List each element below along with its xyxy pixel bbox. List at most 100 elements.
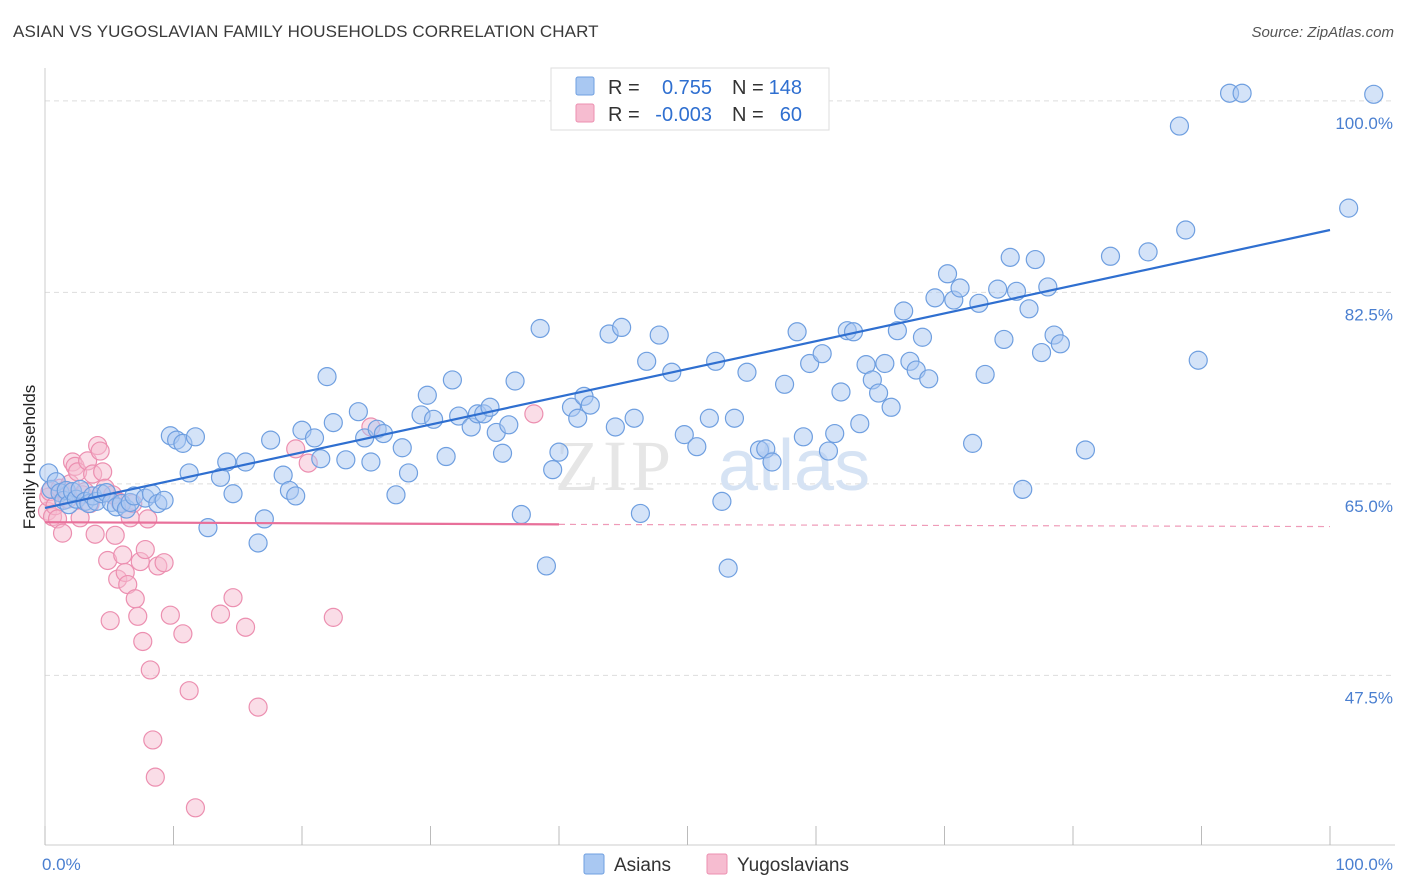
asians-point-74	[549, 442, 569, 462]
asians-point-59	[436, 446, 456, 467]
asians-point-35	[235, 452, 256, 472]
yugoslavians-point-51	[210, 604, 231, 624]
yugoslavians-point-36	[125, 589, 145, 609]
asians-point-81	[612, 317, 632, 338]
yugoslavians-point-7	[52, 523, 73, 543]
asians-point-138	[1075, 440, 1096, 460]
asians-point-72	[536, 556, 557, 576]
asians-point-143	[1188, 350, 1208, 370]
asians-point-85	[649, 325, 669, 345]
y-axis-label: Family Households	[20, 385, 39, 530]
asians-point-43	[304, 428, 325, 448]
asians-point-118	[912, 327, 933, 347]
yugoslavians-point-43	[143, 730, 163, 750]
asians-point-82	[624, 408, 644, 428]
asians-point-113	[881, 397, 901, 417]
yugoslavians-point-22	[90, 441, 110, 461]
asians-point-47	[336, 450, 356, 470]
asians-point-103	[818, 441, 839, 461]
legend-n-value-1: 148	[769, 77, 802, 99]
legend-n-label-1: N =	[732, 77, 764, 99]
asians-point-53	[386, 485, 406, 505]
asians-point-145	[1232, 83, 1252, 103]
legend-r-label-1: R =	[608, 77, 640, 99]
asians-point-34	[223, 484, 243, 504]
y-tick-label-2: 65.0%	[1345, 497, 1393, 516]
yugoslavians-point-39	[133, 631, 153, 652]
asians-point-55	[398, 463, 419, 483]
legend-r-value-1: 0.755	[662, 77, 712, 99]
legend-swatch-yugoslavians	[575, 103, 595, 123]
asians-point-112	[875, 353, 895, 374]
asians-point-88	[687, 437, 707, 457]
asians-point-71	[530, 318, 550, 339]
asians-point-93	[724, 408, 745, 428]
asians-point-121	[937, 264, 958, 284]
asians-point-133	[1025, 249, 1045, 270]
asians-point-68	[499, 415, 519, 435]
yugoslavians-point-37	[128, 606, 148, 626]
asians-point-92	[718, 558, 738, 578]
asians-point-142	[1176, 220, 1196, 240]
x-tick-label-1: 100.0%	[1335, 855, 1393, 874]
yugoslavians-point-41	[138, 509, 158, 529]
asians-point-73	[543, 460, 563, 480]
asians-point-57	[417, 385, 437, 405]
asians-point-31	[198, 518, 218, 538]
yugoslavians-point-23	[93, 462, 113, 482]
yugoslavians-point-50	[185, 798, 206, 818]
watermark-atlas: atlas	[718, 426, 870, 506]
asians-point-134	[1031, 342, 1052, 363]
y-tick-labels: 100.0% 82.5% 65.0% 47.5%	[1335, 114, 1393, 708]
asians-point-76	[568, 408, 588, 428]
yugoslavians-trend-extension	[558, 523, 1331, 528]
watermark-zip: ZIP	[555, 426, 675, 506]
yugoslavians-point-28	[105, 525, 125, 545]
asians-point-104	[825, 423, 845, 444]
asians-point-119	[919, 369, 939, 389]
x-tick-label-0: 0.0%	[42, 855, 81, 874]
asians-point-137	[1050, 334, 1070, 354]
chart-title: ASIAN VS YUGOSLAVIAN FAMILY HOUSEHOLDS C…	[13, 22, 599, 41]
asians-point-146	[1339, 198, 1359, 218]
x-tick-labels: 0.0% 100.0%	[42, 855, 1393, 874]
asians-point-83	[630, 503, 651, 524]
grid-lines	[45, 100, 1395, 676]
yugoslavians-trend-line	[44, 521, 560, 526]
asians-point-60	[442, 370, 462, 390]
asians-point-127	[988, 279, 1008, 299]
asians-point-102	[812, 344, 832, 364]
asians-point-94	[737, 362, 757, 382]
yugoslavians-points	[37, 404, 544, 818]
asians-point-78	[580, 395, 600, 415]
asians-point-101	[800, 353, 820, 374]
asians-point-36	[248, 533, 268, 553]
asians-point-37	[254, 509, 274, 529]
asians-point-67	[492, 443, 513, 463]
yugoslavians-point-49	[179, 681, 199, 701]
asians-point-131	[1013, 479, 1033, 499]
asians-point-54	[392, 438, 412, 458]
asians-point-91	[712, 491, 732, 511]
asians-point-70	[511, 504, 531, 525]
asians-point-108	[850, 414, 870, 434]
yugoslavians-point-46	[154, 553, 174, 573]
asians-point-132	[1019, 299, 1039, 319]
yugoslavians-point-40	[135, 539, 155, 560]
legend-r-label-2: R =	[608, 104, 640, 126]
asians-point-111	[868, 383, 889, 403]
asians-point-100	[793, 427, 813, 447]
yugoslavians-point-59	[524, 404, 544, 424]
asians-point-123	[950, 278, 970, 298]
yugoslavians-point-20	[85, 524, 105, 544]
series-swatch-yugoslavians	[706, 853, 728, 875]
asians-point-139	[1100, 246, 1121, 266]
asians-point-80	[605, 417, 625, 437]
asians-point-140	[1138, 242, 1158, 262]
asians-point-50	[361, 452, 381, 472]
asians-point-25	[154, 490, 174, 510]
asians-point-98	[774, 374, 795, 394]
asians-point-125	[969, 293, 989, 313]
asians-point-114	[887, 321, 907, 341]
